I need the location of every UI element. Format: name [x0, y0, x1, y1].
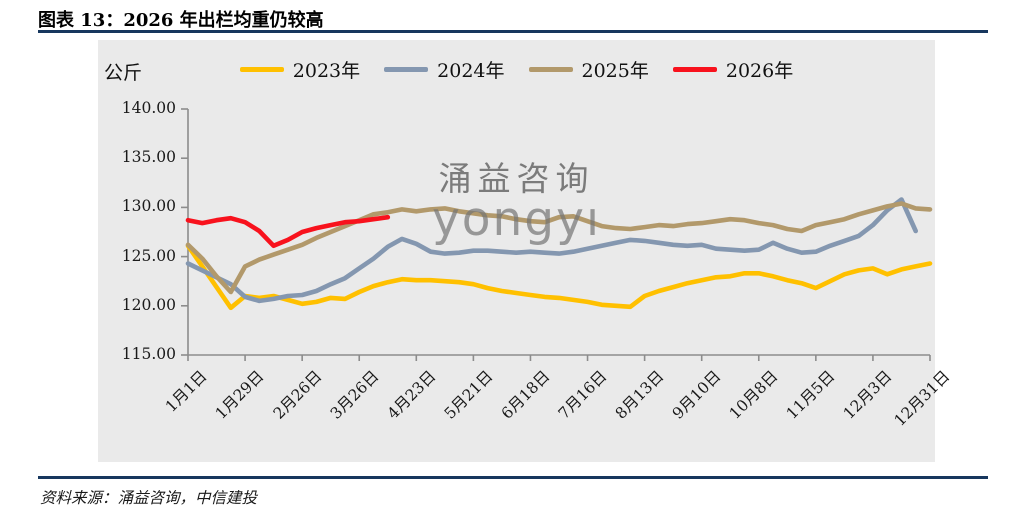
y-axis-label: 130.00	[121, 197, 176, 216]
source-note: 资料来源：涌益咨询，中信建投	[40, 489, 258, 507]
y-axis-label: 140.00	[121, 99, 176, 117]
legend-label: 2024年	[437, 60, 505, 82]
legend-swatch-icon	[528, 66, 573, 73]
y-axis-label: 125.00	[121, 246, 176, 265]
series-line-2025年	[185, 201, 933, 295]
series-line-2026年	[185, 214, 391, 249]
y-axis-label: 120.00	[121, 295, 176, 314]
chart-panel: 公斤 2023年 2024年 2025年 2026年 涌益咨询 yongyı 140.…	[98, 40, 953, 462]
y-axis-label: 115.00	[121, 345, 176, 363]
footer-rule	[38, 476, 988, 479]
legend-swatch-icon	[239, 66, 284, 73]
plot-area	[181, 108, 933, 361]
legend-label: 2025年	[581, 60, 649, 82]
page-title: 图表 13：2026 年出栏均重仍较高	[38, 10, 324, 31]
y-axis-unit-label: 公斤	[104, 62, 143, 84]
legend-item-2023年: 2023年	[239, 56, 361, 83]
series-line-2023年	[185, 243, 933, 311]
y-axis-label: 135.00	[121, 148, 176, 167]
legend-swatch-icon	[384, 66, 429, 73]
series-line-2024年	[185, 197, 919, 304]
legend-label: 2026年	[725, 60, 794, 82]
title-rule	[38, 30, 988, 33]
legend-item-2024年: 2024年	[384, 56, 505, 83]
legend-item-2025年: 2025年	[528, 56, 649, 83]
legend-item-2026年: 2026年	[672, 56, 794, 83]
legend-label: 2023年	[292, 60, 361, 82]
chart-legend: 2023年 2024年 2025年 2026年	[98, 56, 935, 83]
legend-swatch-icon	[672, 66, 717, 73]
